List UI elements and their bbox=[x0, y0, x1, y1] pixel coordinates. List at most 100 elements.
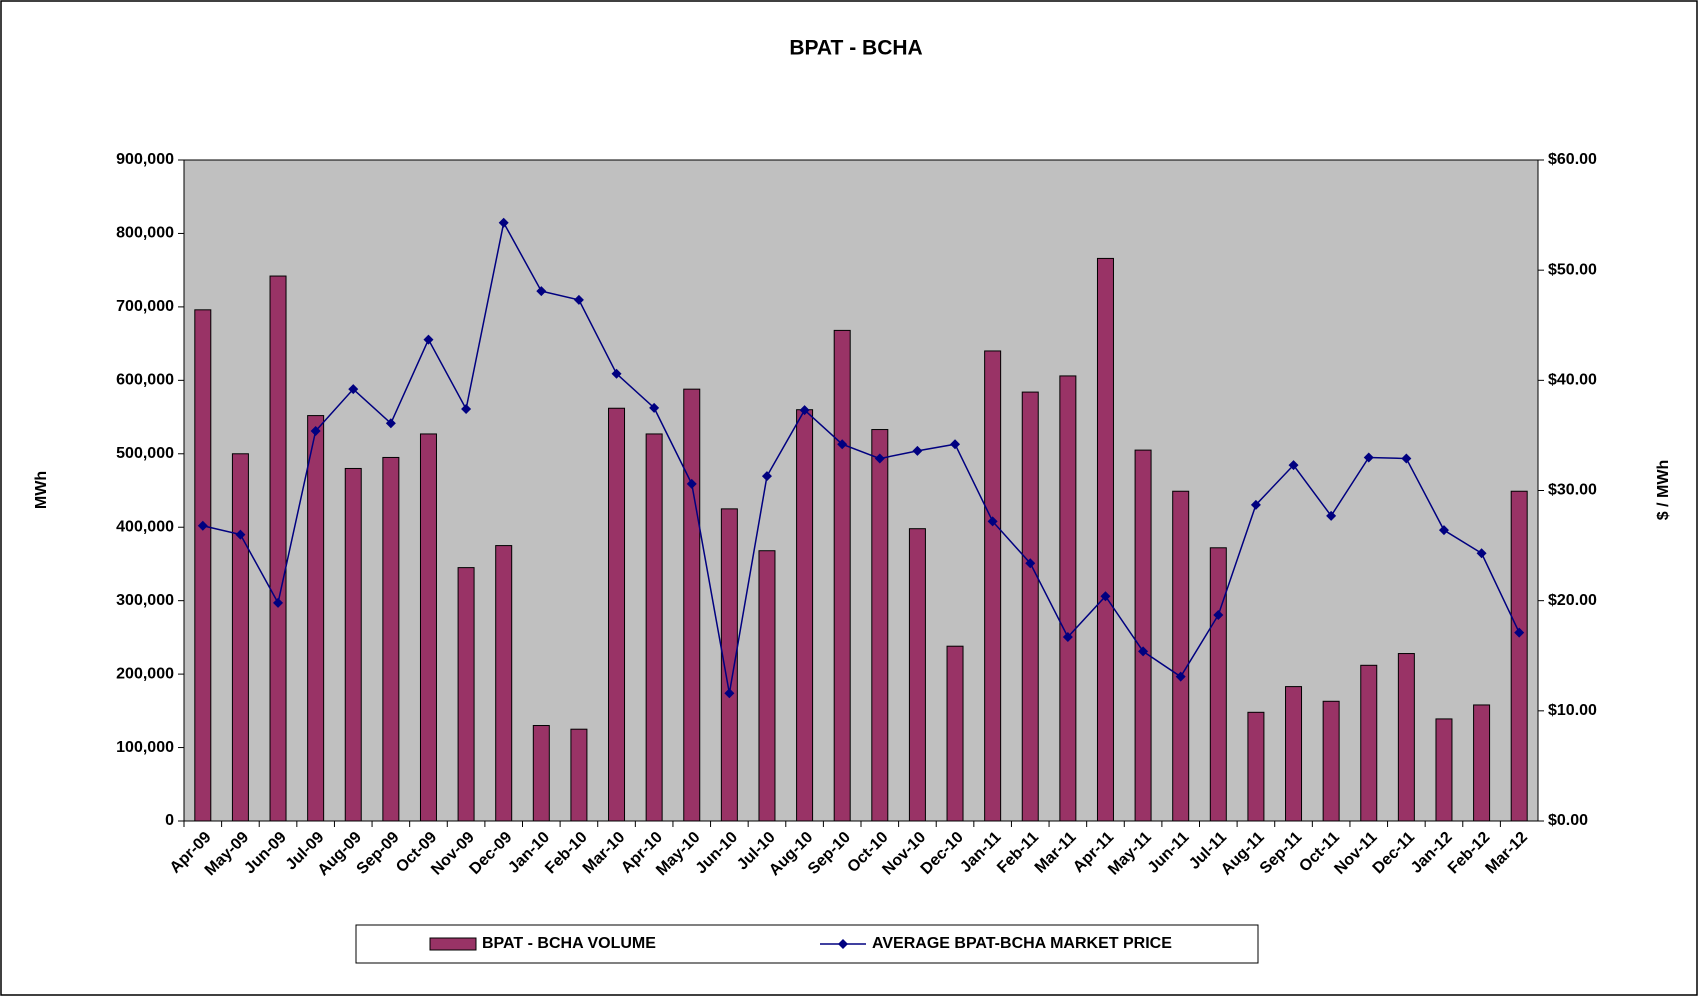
bar bbox=[1134, 449, 1152, 822]
bar bbox=[1059, 375, 1077, 822]
y2-axis-label: $ / MWh bbox=[1655, 460, 1672, 520]
y2-tick-label: $10.00 bbox=[1548, 702, 1597, 719]
price-marker bbox=[987, 516, 998, 527]
y2-tick-label: $40.00 bbox=[1548, 372, 1597, 389]
price-marker bbox=[912, 445, 923, 456]
price-marker bbox=[1213, 609, 1224, 620]
bar bbox=[608, 407, 626, 822]
bar bbox=[344, 467, 362, 822]
bar bbox=[307, 415, 325, 822]
y-tick-label: 100,000 bbox=[116, 739, 174, 756]
bar bbox=[495, 545, 513, 822]
bar bbox=[720, 508, 738, 822]
price-marker bbox=[1100, 591, 1111, 602]
bar bbox=[833, 329, 851, 822]
price-marker bbox=[611, 368, 622, 379]
price-marker bbox=[1326, 510, 1337, 521]
bar bbox=[1435, 718, 1453, 822]
bar bbox=[457, 567, 475, 822]
bar bbox=[758, 550, 776, 822]
price-marker bbox=[799, 405, 810, 416]
bar bbox=[419, 433, 437, 822]
legend-swatch bbox=[429, 937, 477, 951]
bar bbox=[984, 350, 1002, 822]
bar bbox=[1172, 490, 1190, 822]
bar bbox=[871, 429, 889, 822]
price-marker bbox=[1476, 548, 1487, 559]
price-marker bbox=[724, 688, 735, 699]
price-marker bbox=[461, 403, 472, 414]
legend-marker bbox=[838, 939, 848, 949]
y-tick-label: 0 bbox=[165, 812, 174, 829]
y-tick-label: 400,000 bbox=[116, 518, 174, 535]
price-marker bbox=[874, 453, 885, 464]
legend-box bbox=[355, 924, 1259, 964]
bar bbox=[532, 725, 550, 822]
chart-title: BPAT - BCHA bbox=[789, 37, 922, 60]
bar bbox=[1247, 711, 1265, 822]
bar bbox=[683, 388, 701, 822]
bar bbox=[1209, 547, 1227, 822]
price-marker bbox=[1438, 525, 1449, 536]
price-marker bbox=[423, 334, 434, 345]
price-marker bbox=[1250, 499, 1261, 510]
bar bbox=[908, 528, 926, 822]
bar bbox=[1510, 490, 1528, 822]
y-tick-label: 700,000 bbox=[116, 298, 174, 315]
y2-tick-label: $60.00 bbox=[1548, 151, 1597, 168]
price-marker bbox=[1401, 453, 1412, 464]
price-marker bbox=[273, 597, 284, 608]
bar bbox=[382, 456, 400, 822]
y2-tick-label: $0.00 bbox=[1548, 812, 1588, 829]
price-marker bbox=[950, 439, 961, 450]
price-marker bbox=[1514, 627, 1525, 638]
price-line bbox=[202, 220, 1520, 694]
price-marker bbox=[235, 529, 246, 540]
bar bbox=[269, 275, 287, 822]
price-marker bbox=[573, 294, 584, 305]
legend-label: AVERAGE BPAT-BCHA MARKET PRICE bbox=[872, 935, 1172, 952]
bar bbox=[1021, 391, 1039, 822]
y-tick-label: 900,000 bbox=[116, 151, 174, 168]
price-marker bbox=[1363, 452, 1374, 463]
y2-tick-label: $20.00 bbox=[1548, 592, 1597, 609]
price-marker bbox=[498, 217, 509, 228]
bar bbox=[796, 409, 814, 822]
bar bbox=[1360, 664, 1378, 822]
bar bbox=[570, 728, 588, 822]
price-marker bbox=[1062, 632, 1073, 643]
price-marker bbox=[649, 402, 660, 413]
price-marker bbox=[761, 471, 772, 482]
bar bbox=[1322, 700, 1340, 822]
y2-tick-label: $30.00 bbox=[1548, 482, 1597, 499]
y-tick-label: 600,000 bbox=[116, 372, 174, 389]
bar bbox=[231, 453, 249, 822]
price-marker bbox=[348, 384, 359, 395]
bar bbox=[1285, 686, 1303, 822]
bar bbox=[1397, 653, 1415, 822]
y2-tick-label: $50.00 bbox=[1548, 261, 1597, 278]
bar bbox=[194, 309, 212, 822]
y-tick-label: 300,000 bbox=[116, 592, 174, 609]
y-axis-label: MWh bbox=[33, 471, 50, 509]
bar bbox=[645, 433, 663, 822]
price-marker bbox=[310, 426, 321, 437]
y-tick-label: 800,000 bbox=[116, 225, 174, 242]
price-marker bbox=[1288, 460, 1299, 471]
price-marker bbox=[686, 478, 697, 489]
bar bbox=[1473, 704, 1491, 822]
price-marker bbox=[1175, 671, 1186, 682]
price-marker bbox=[1025, 558, 1036, 569]
price-marker bbox=[197, 520, 208, 531]
bar bbox=[1096, 257, 1114, 822]
y-tick-label: 200,000 bbox=[116, 665, 174, 682]
price-marker bbox=[385, 418, 396, 429]
price-marker bbox=[837, 439, 848, 450]
legend-label: BPAT - BCHA VOLUME bbox=[482, 935, 656, 952]
y-tick-label: 500,000 bbox=[116, 445, 174, 462]
bar bbox=[946, 645, 964, 822]
price-marker bbox=[1138, 646, 1149, 657]
price-marker bbox=[536, 286, 547, 297]
